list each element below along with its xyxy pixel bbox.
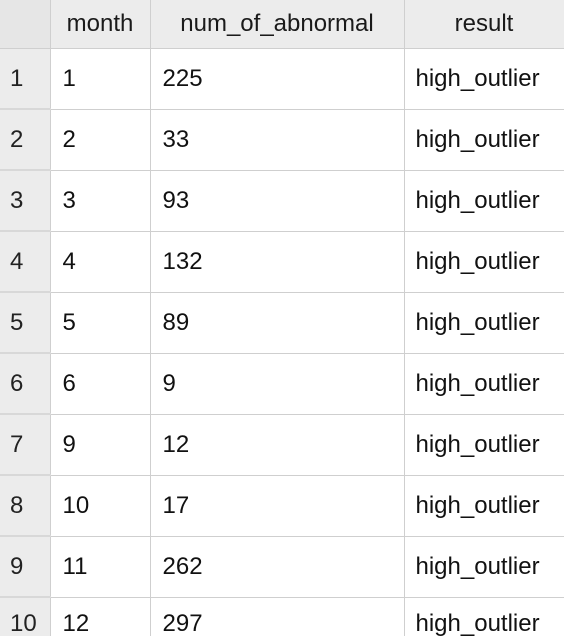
row-index[interactable]: 1 xyxy=(0,48,51,110)
table-row[interactable]: 5 5 89 high_outlier xyxy=(0,292,564,354)
table-row[interactable]: 8 10 17 high_outlier xyxy=(0,475,564,537)
row-index-header[interactable] xyxy=(0,0,51,49)
cell-num-of-abnormal[interactable]: 297 xyxy=(150,597,405,636)
row-index[interactable]: 10 xyxy=(0,597,51,636)
cell-result[interactable]: high_outlier xyxy=(404,475,564,537)
cell-month[interactable]: 11 xyxy=(50,536,151,598)
cell-month[interactable]: 12 xyxy=(50,597,151,636)
cell-month[interactable]: 5 xyxy=(50,292,151,354)
cell-result[interactable]: high_outlier xyxy=(404,170,564,232)
table-row[interactable]: 2 2 33 high_outlier xyxy=(0,109,564,171)
column-header-month[interactable]: month xyxy=(50,0,151,49)
row-index[interactable]: 4 xyxy=(0,231,51,293)
row-index[interactable]: 9 xyxy=(0,536,51,598)
header-row: month num_of_abnormal result xyxy=(0,0,564,49)
cell-num-of-abnormal[interactable]: 225 xyxy=(150,48,405,110)
table-header: month num_of_abnormal result xyxy=(0,0,564,49)
table-body: 1 1 225 high_outlier 2 2 33 high_outlier… xyxy=(0,48,564,636)
cell-month[interactable]: 2 xyxy=(50,109,151,171)
cell-month[interactable]: 10 xyxy=(50,475,151,537)
table-row[interactable]: 9 11 262 high_outlier xyxy=(0,536,564,598)
cell-result[interactable]: high_outlier xyxy=(404,109,564,171)
cell-num-of-abnormal[interactable]: 93 xyxy=(150,170,405,232)
row-index[interactable]: 5 xyxy=(0,292,51,354)
table-row[interactable]: 6 6 9 high_outlier xyxy=(0,353,564,415)
cell-month[interactable]: 1 xyxy=(50,48,151,110)
row-index[interactable]: 3 xyxy=(0,170,51,232)
cell-result[interactable]: high_outlier xyxy=(404,292,564,354)
cell-month[interactable]: 4 xyxy=(50,231,151,293)
cell-num-of-abnormal[interactable]: 262 xyxy=(150,536,405,598)
cell-num-of-abnormal[interactable]: 89 xyxy=(150,292,405,354)
row-index[interactable]: 2 xyxy=(0,109,51,171)
table-row[interactable]: 10 12 297 high_outlier xyxy=(0,597,564,636)
cell-num-of-abnormal[interactable]: 132 xyxy=(150,231,405,293)
table-row[interactable]: 4 4 132 high_outlier xyxy=(0,231,564,293)
row-index[interactable]: 6 xyxy=(0,353,51,415)
cell-num-of-abnormal[interactable]: 12 xyxy=(150,414,405,476)
cell-result[interactable]: high_outlier xyxy=(404,353,564,415)
column-header-result[interactable]: result xyxy=(404,0,564,49)
cell-num-of-abnormal[interactable]: 33 xyxy=(150,109,405,171)
cell-result[interactable]: high_outlier xyxy=(404,48,564,110)
row-index[interactable]: 8 xyxy=(0,475,51,537)
cell-month[interactable]: 6 xyxy=(50,353,151,415)
table-row[interactable]: 1 1 225 high_outlier xyxy=(0,48,564,110)
cell-result[interactable]: high_outlier xyxy=(404,536,564,598)
cell-month[interactable]: 9 xyxy=(50,414,151,476)
row-index[interactable]: 7 xyxy=(0,414,51,476)
cell-result[interactable]: high_outlier xyxy=(404,414,564,476)
table-row[interactable]: 7 9 12 high_outlier xyxy=(0,414,564,476)
column-header-num-of-abnormal[interactable]: num_of_abnormal xyxy=(150,0,405,49)
cell-result[interactable]: high_outlier xyxy=(404,597,564,636)
table-row[interactable]: 3 3 93 high_outlier xyxy=(0,170,564,232)
cell-result[interactable]: high_outlier xyxy=(404,231,564,293)
cell-num-of-abnormal[interactable]: 17 xyxy=(150,475,405,537)
cell-num-of-abnormal[interactable]: 9 xyxy=(150,353,405,415)
cell-month[interactable]: 3 xyxy=(50,170,151,232)
